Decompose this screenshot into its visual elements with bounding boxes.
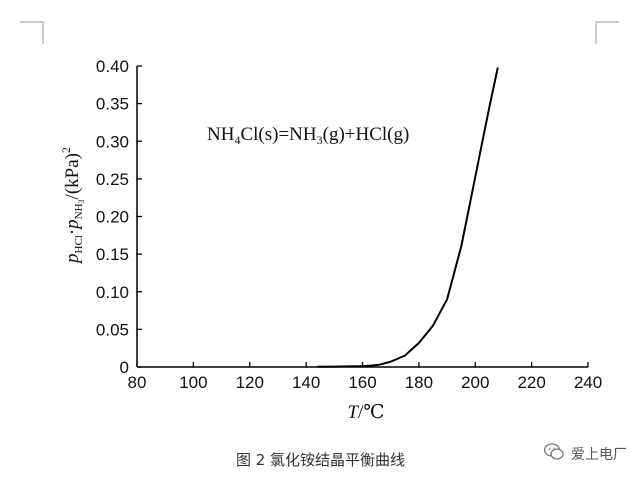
reaction-equation: NH4Cl(s)=NH3(g)+HCl(g) — [207, 124, 409, 147]
y-axis-label: pHCl·pNH3/(kPa)2 — [59, 147, 86, 265]
y-tick-label: 0.15 — [96, 245, 129, 264]
tick-labels: 80 100 120 140 160 180 200 220 240 0 0.05 0.10 0.15 0… — [96, 57, 602, 392]
x-tick-label: 80 — [128, 373, 147, 392]
y-tick-label: 0.05 — [96, 320, 129, 339]
y-axis-dot: · — [62, 229, 83, 235]
watermark: 爱上电厂 — [543, 442, 627, 466]
y-tick-label: 0.35 — [96, 95, 129, 114]
figure-caption: 图 2 氯化铵结晶平衡曲线 — [235, 451, 406, 469]
x-tick-label: 140 — [292, 373, 320, 392]
y-axis-exp: 2 — [59, 147, 73, 153]
y-axis-sub1: HCl — [73, 235, 85, 253]
crop-mark-top-right — [595, 21, 619, 44]
eq-part-3: (g)+HCl(g) — [323, 124, 410, 145]
x-axis-unit: /℃ — [358, 402, 385, 423]
y-tick-label: 0.25 — [96, 170, 129, 189]
x-tick-label: 160 — [348, 373, 376, 392]
y-axis-p2: p — [62, 219, 83, 231]
x-tick-label: 100 — [179, 373, 207, 392]
crop-marks — [20, 21, 619, 44]
x-axis-label: T/℃ — [347, 402, 384, 423]
y-axis-p1: p — [62, 254, 83, 266]
ticks — [136, 65, 589, 368]
series-line-equilibrium — [317, 67, 499, 368]
x-tick-label: 220 — [517, 373, 545, 392]
y-tick-label: 0 — [120, 358, 129, 377]
eq-sub-2: 3 — [317, 133, 323, 147]
y-axis-sub3: 3 — [77, 199, 86, 203]
y-axis-unit: /(kPa) — [62, 153, 83, 199]
eq-sub-1: 4 — [234, 133, 240, 147]
x-tick-label: 200 — [461, 373, 489, 392]
y-tick-label: 0.40 — [96, 57, 129, 76]
watermark-text: 爱上电厂 — [571, 447, 627, 463]
y-tick-label: 0.30 — [96, 132, 129, 151]
y-tick-label: 0.10 — [96, 283, 129, 302]
y-tick-label: 0.20 — [96, 208, 129, 227]
eq-part-1: NH — [207, 124, 235, 145]
crop-mark-top-left — [20, 21, 44, 44]
x-tick-label: 240 — [574, 373, 602, 392]
x-tick-label: 120 — [236, 373, 264, 392]
wechat-icon — [543, 442, 565, 466]
y-axis-sub2: NH — [73, 203, 85, 219]
x-axis-var: T — [347, 402, 359, 423]
eq-part-2: Cl(s)=NH — [240, 124, 316, 145]
x-tick-label: 180 — [405, 373, 433, 392]
